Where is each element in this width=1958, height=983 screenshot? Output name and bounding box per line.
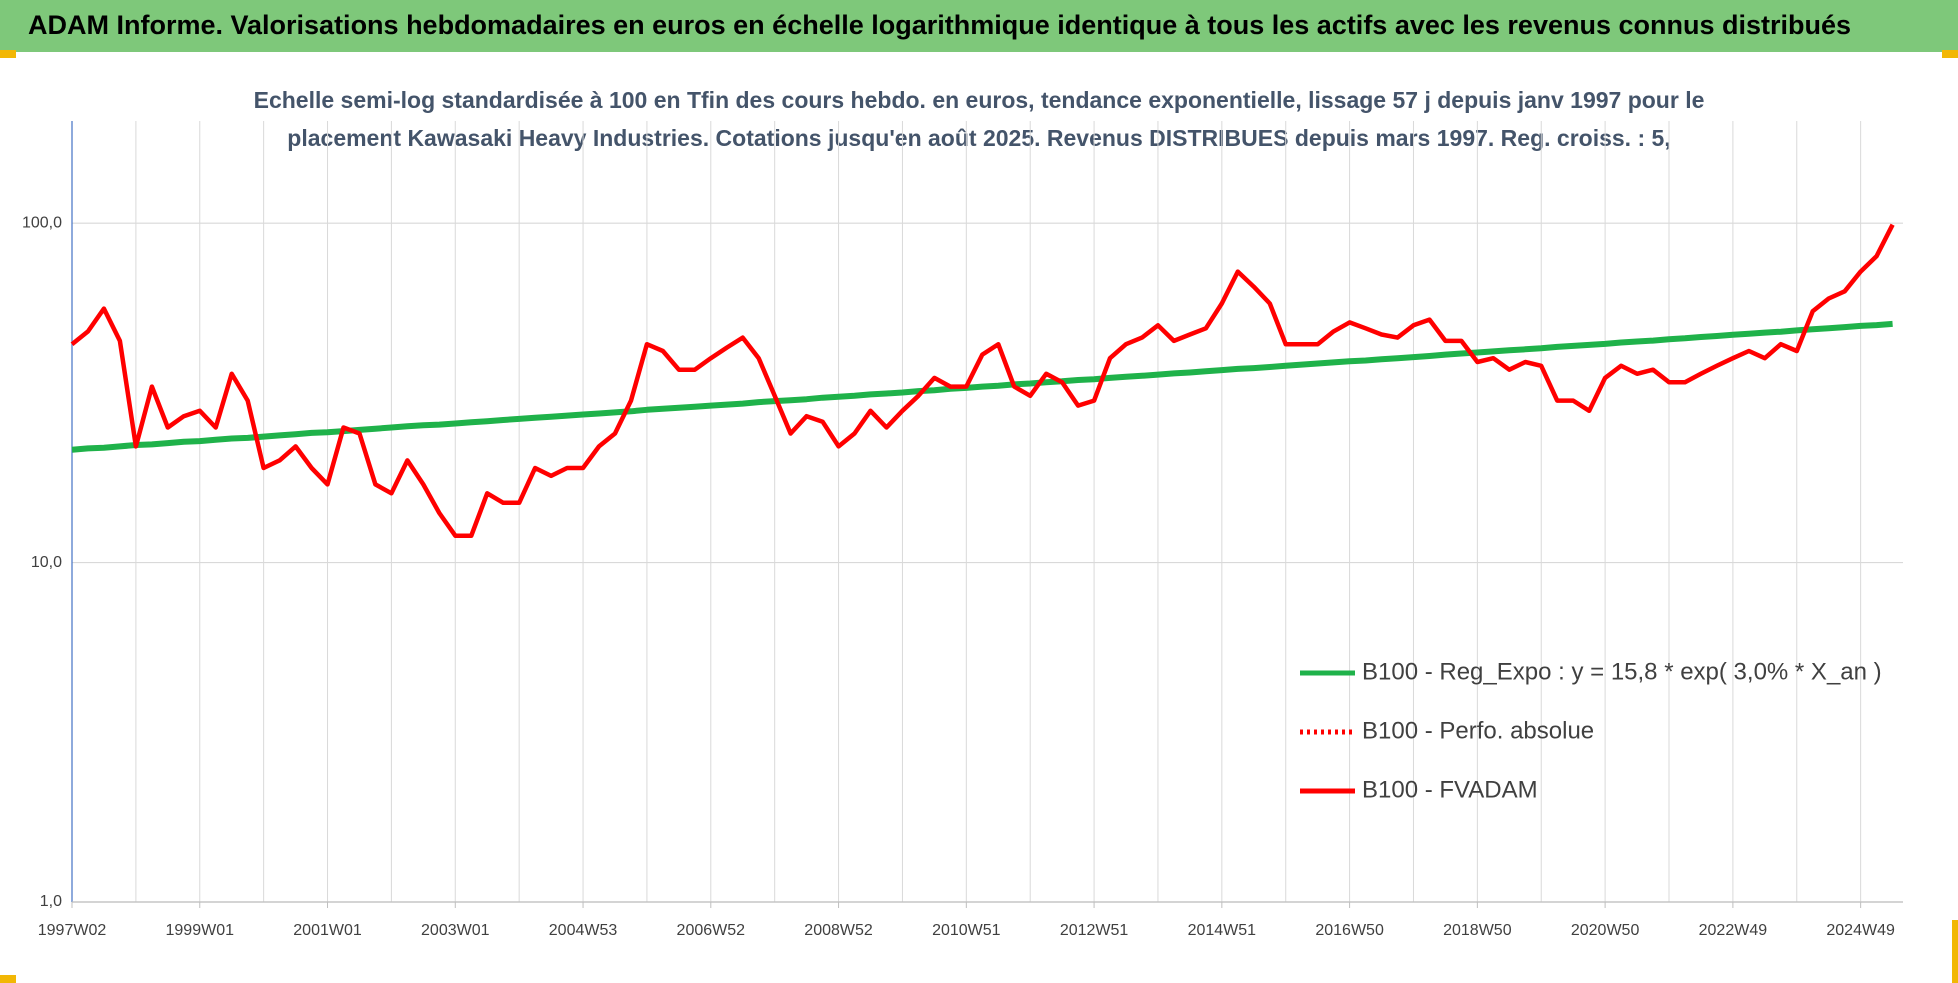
x-tick-label: 2010W51 bbox=[932, 922, 1001, 939]
x-tick-label: 2001W01 bbox=[293, 922, 362, 939]
corner-mark bbox=[1942, 50, 1958, 58]
page-title: ADAM Informe. Valorisations hebdomadaire… bbox=[28, 10, 1851, 40]
header-bar bbox=[0, 0, 1958, 52]
series-line bbox=[70, 223, 1895, 538]
y-tick-label: 1,0 bbox=[40, 893, 62, 910]
x-tick-label: 1997W02 bbox=[38, 922, 107, 939]
x-tick-label: 2018W50 bbox=[1443, 922, 1512, 939]
x-tick-label: 2014W51 bbox=[1188, 922, 1257, 939]
chart-subtitle: placement Kawasaki Heavy Industries. Cot… bbox=[287, 125, 1670, 151]
x-tick-label: 2016W50 bbox=[1315, 922, 1384, 939]
x-tick-label: 2012W51 bbox=[1060, 922, 1129, 939]
corner-mark bbox=[0, 975, 16, 983]
x-tick-label: 2006W52 bbox=[677, 922, 746, 939]
corner-mark bbox=[0, 50, 16, 58]
x-tick-label: 2008W52 bbox=[804, 922, 873, 939]
chart-subtitle: Echelle semi-log standardisée à 100 en T… bbox=[254, 87, 1705, 113]
x-tick-label: 2004W53 bbox=[549, 922, 618, 939]
series-line bbox=[71, 320, 1893, 453]
y-tick-label: 100,0 bbox=[22, 214, 62, 231]
x-tick-label: 1999W01 bbox=[166, 922, 235, 939]
x-tick-label: 2022W49 bbox=[1699, 922, 1768, 939]
x-tick-label: 2024W49 bbox=[1826, 922, 1895, 939]
legend-label: B100 - Perfo. absolue bbox=[1362, 717, 1594, 744]
legend-label: B100 - Reg_Expo : y = 15,8 * exp( 3,0% *… bbox=[1362, 658, 1882, 685]
x-tick-label: 2020W50 bbox=[1571, 922, 1640, 939]
x-tick-label: 2003W01 bbox=[421, 922, 490, 939]
legend-label: B100 - FVADAM bbox=[1362, 776, 1538, 803]
corner-mark bbox=[1952, 920, 1958, 983]
y-tick-label: 10,0 bbox=[31, 554, 62, 571]
